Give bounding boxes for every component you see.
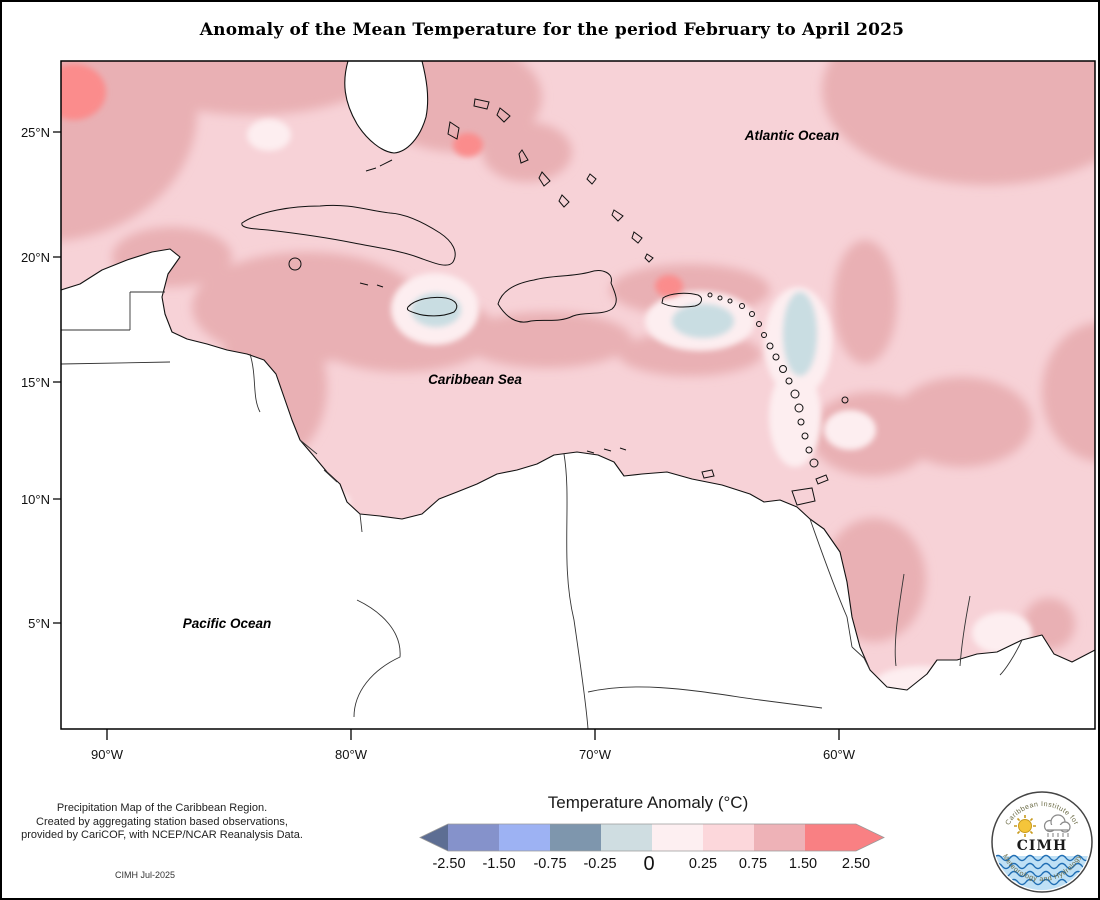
legend-swatch bbox=[550, 824, 601, 851]
issuer-stamp: CIMH Jul-2025 bbox=[114, 870, 176, 880]
latitude-axis: 25°N 20°N 15°N 10°N 5°N bbox=[21, 125, 61, 631]
legend-tick: 1.50 bbox=[789, 856, 817, 872]
figure-title: Anomaly of the Mean Temperature for the … bbox=[199, 20, 905, 40]
legend-swatch bbox=[805, 824, 856, 851]
cimh-logo: CIMH Caribbean Institute for Meteorology… bbox=[991, 791, 1093, 893]
lon-tick-80w: 80°W bbox=[335, 747, 368, 762]
margarita-outline bbox=[701, 469, 715, 479]
legend-tick: -2.50 bbox=[432, 856, 465, 872]
credits-line: provided by CariCOF, with NCEP/NCAR Rean… bbox=[21, 829, 303, 841]
cuba-outline bbox=[241, 204, 456, 266]
island-outlines bbox=[241, 98, 849, 506]
map-plot-area: Atlantic Ocean Caribbean Sea Pacific Oce… bbox=[61, 61, 1095, 729]
legend-tick: -0.75 bbox=[533, 856, 566, 872]
legend-swatch bbox=[499, 824, 550, 851]
hot-anomaly-blobs bbox=[61, 64, 683, 297]
legend-tick: 0.75 bbox=[739, 856, 767, 872]
isla-juventud-outline bbox=[288, 257, 302, 271]
logo-cloud-rain-icon bbox=[1043, 814, 1071, 837]
legend-tick: -1.50 bbox=[482, 856, 515, 872]
mainland-coastline bbox=[61, 248, 1095, 691]
legend-swatch bbox=[652, 824, 703, 851]
credits-block: Precipitation Map of the Caribbean Regio… bbox=[16, 802, 308, 843]
legend-arrow-right bbox=[856, 824, 884, 851]
lon-tick-70w: 70°W bbox=[579, 747, 612, 762]
legend-swatch bbox=[601, 824, 652, 851]
puerto-rico-outline bbox=[661, 292, 703, 308]
tobago-outline bbox=[815, 474, 829, 485]
atlantic-ocean-label: Atlantic Ocean bbox=[744, 128, 840, 143]
lon-tick-60w: 60°W bbox=[823, 747, 856, 762]
longitude-ticks bbox=[106, 729, 840, 740]
anomaly-field bbox=[61, 61, 1095, 690]
legend-arrow-left bbox=[420, 824, 448, 851]
lon-tick-90w: 90°W bbox=[91, 747, 124, 762]
temperature-anomaly-legend: Temperature Anomaly (°C) -2.50 -1.50 -0.… bbox=[419, 793, 885, 875]
legend-swatch bbox=[703, 824, 754, 851]
legend-swatch bbox=[448, 824, 499, 851]
barbados-outline bbox=[841, 396, 849, 404]
legend-colorbar bbox=[419, 823, 885, 852]
lat-tick-10n: 10°N bbox=[21, 492, 50, 507]
longitude-axis: 90°W 80°W 70°W 60°W bbox=[91, 729, 856, 762]
pacific-ocean-label: Pacific Ocean bbox=[183, 616, 272, 631]
lat-tick-25n: 25°N bbox=[21, 125, 50, 140]
grenada-outline bbox=[809, 458, 819, 468]
cool-anomaly-blobs bbox=[411, 292, 817, 376]
lat-tick-15n: 15°N bbox=[21, 375, 50, 390]
credits-line: Created by aggregating station based obs… bbox=[36, 815, 288, 828]
hispaniola-outline bbox=[497, 270, 617, 323]
latitude-ticks bbox=[53, 131, 61, 624]
lat-tick-5n: 5°N bbox=[28, 616, 50, 631]
legend-swatch bbox=[754, 824, 805, 851]
legend-tick-labels: -2.50 -1.50 -0.75 -0.25 0 0.25 0.75 1.50… bbox=[432, 853, 870, 875]
trinidad-outline bbox=[791, 487, 816, 506]
caribbean-anomaly-map: Atlantic Ocean Caribbean Sea Pacific Oce… bbox=[21, 60, 1096, 762]
caribbean-sea-label: Caribbean Sea bbox=[428, 372, 522, 387]
legend-tick: -0.25 bbox=[583, 856, 616, 872]
legend-tick: 0.25 bbox=[689, 856, 717, 872]
logo-sun-icon bbox=[1014, 815, 1036, 837]
lat-tick-20n: 20°N bbox=[21, 250, 50, 265]
legend-colorbar-outline bbox=[419, 823, 885, 852]
country-borders bbox=[61, 291, 1023, 729]
legend-tick: 0 bbox=[643, 853, 654, 875]
legend-title: Temperature Anomaly (°C) bbox=[548, 793, 748, 812]
florida-landmass bbox=[344, 61, 429, 154]
logo-acronym: CIMH bbox=[1017, 838, 1067, 854]
legend-tick: 2.50 bbox=[842, 856, 870, 872]
map-frame bbox=[60, 60, 1096, 730]
jamaica-outline bbox=[406, 296, 458, 317]
credits-line: Precipitation Map of the Caribbean Regio… bbox=[56, 802, 268, 814]
